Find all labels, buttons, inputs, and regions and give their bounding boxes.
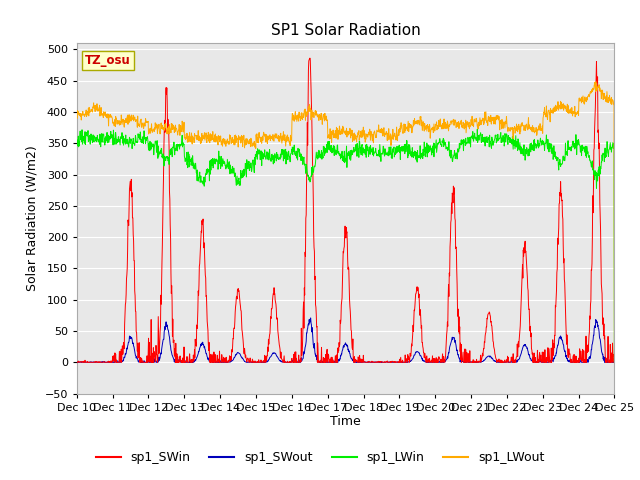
- Y-axis label: Solar Radiation (W/m2): Solar Radiation (W/m2): [26, 145, 39, 291]
- Text: TZ_osu: TZ_osu: [85, 54, 131, 67]
- X-axis label: Time: Time: [330, 415, 361, 429]
- Title: SP1 Solar Radiation: SP1 Solar Radiation: [271, 23, 420, 38]
- Legend: sp1_SWin, sp1_SWout, sp1_LWin, sp1_LWout: sp1_SWin, sp1_SWout, sp1_LWin, sp1_LWout: [90, 446, 550, 469]
